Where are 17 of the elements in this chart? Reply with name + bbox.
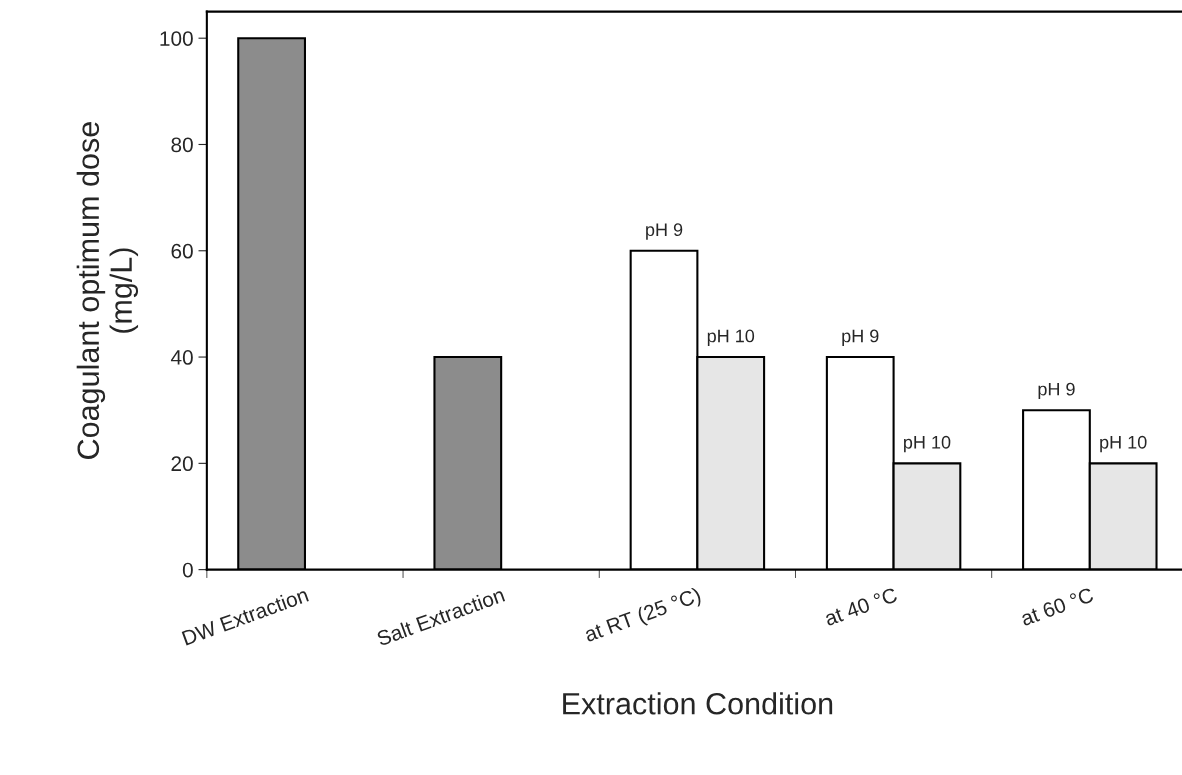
x-tick-label: at 60 °C	[1019, 587, 1095, 627]
data-label: pH 10	[707, 329, 755, 346]
data-label: pH 10	[904, 435, 951, 453]
x-axis-title: Extraction Condition	[563, 692, 833, 715]
y-tick-label: 0	[182, 562, 193, 578]
x-tick-label: at RT (25 °C)	[583, 586, 703, 647]
y-tick-label: 60	[171, 243, 193, 259]
y-axis-title: Coagulant optimum dose (mg/L)	[76, 122, 139, 459]
data-label: pH 10	[1100, 435, 1147, 453]
y-tick-label: 80	[171, 137, 193, 153]
x-tick-label: at 40 °C	[823, 587, 899, 627]
y-tick-label: 100	[160, 31, 193, 46]
data-label: pH 9	[646, 223, 683, 240]
y-tick-label: 20	[171, 456, 193, 472]
data-label: pH 9	[1038, 382, 1075, 400]
data-label: pH 9	[842, 329, 879, 346]
y-tick-label: 40	[170, 350, 193, 365]
